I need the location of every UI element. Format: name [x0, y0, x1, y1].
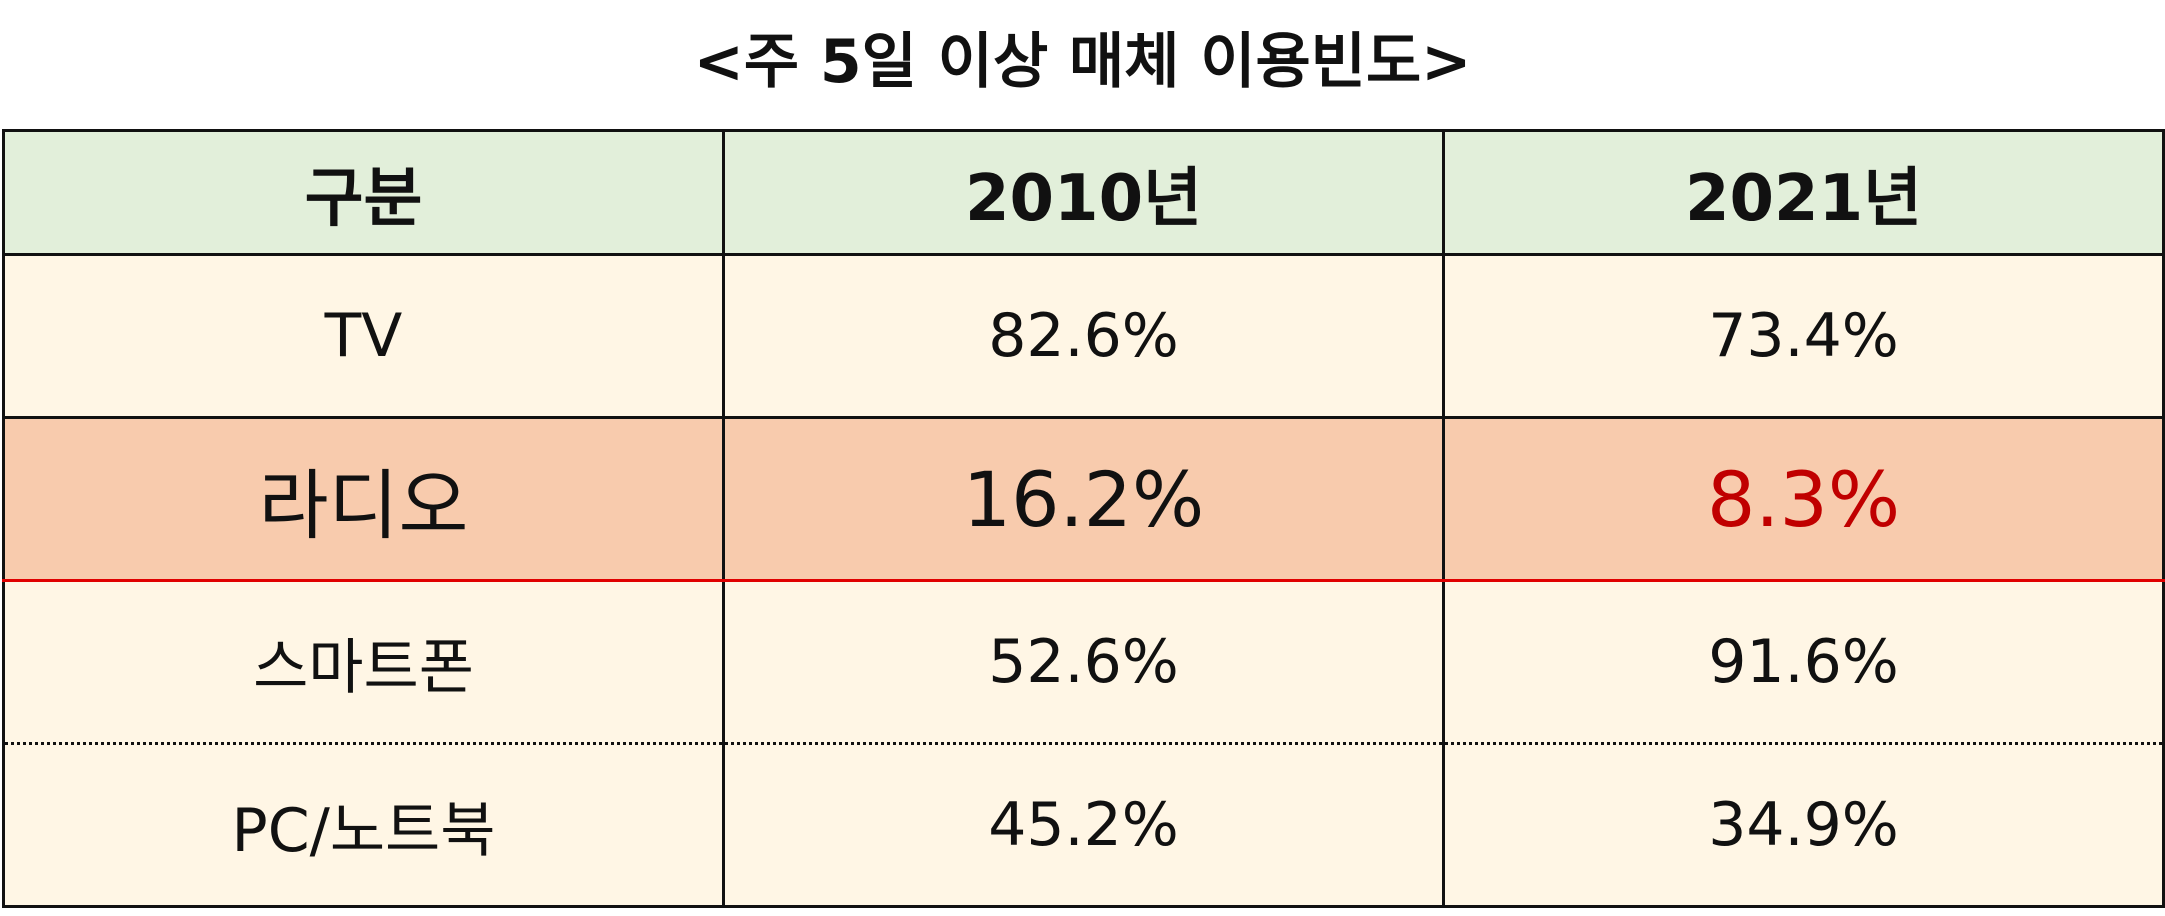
row: 스마트폰 52.6% 91.6%: [2, 579, 2165, 745]
row: PC/노트북 45.2% 34.9%: [2, 742, 2165, 908]
header-cell: 2010년: [722, 129, 1445, 256]
header-row: 구분 2010년 2021년: [2, 129, 2165, 256]
cell: 45.2%: [722, 742, 1445, 908]
usage-table: 구분 2010년 2021년 TV 82.6% 73.4% 라디오 16.2% …: [2, 129, 2165, 908]
cell: 8.3%: [1442, 416, 2165, 582]
header-cell: 2021년: [1442, 129, 2165, 256]
cell: 16.2%: [722, 416, 1445, 582]
cell: 34.9%: [1442, 742, 2165, 908]
highlight-row: 라디오 16.2% 8.3%: [2, 416, 2165, 582]
cell: 52.6%: [722, 579, 1445, 745]
row-label: 라디오: [2, 416, 725, 582]
cell: 91.6%: [1442, 579, 2165, 745]
header-cell: 구분: [2, 129, 725, 256]
row-label: 스마트폰: [2, 579, 725, 745]
row-label: TV: [2, 253, 725, 419]
cell: 73.4%: [1442, 253, 2165, 419]
row: TV 82.6% 73.4%: [2, 253, 2165, 419]
row-label: PC/노트북: [2, 742, 725, 908]
cell: 82.6%: [722, 253, 1445, 419]
title: <주 5일 이상 매체 이용빈도>: [693, 27, 1472, 97]
